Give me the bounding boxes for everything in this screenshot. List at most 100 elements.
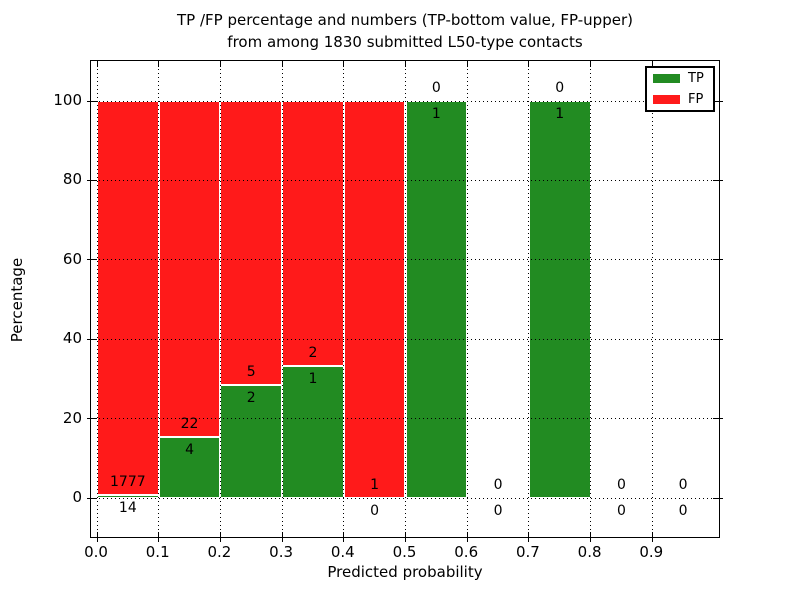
y-tick <box>713 338 723 340</box>
x-tick-label: 0.1 <box>145 543 170 561</box>
x-tick <box>528 61 530 67</box>
y-axis-label: Percentage <box>8 257 26 343</box>
x-tick <box>343 532 345 542</box>
x-tick <box>590 61 592 67</box>
x-tick <box>158 532 160 542</box>
x-tick-label: 0.5 <box>392 543 417 561</box>
fp-count-label: 0 <box>431 80 441 96</box>
tp-count-label: 0 <box>678 503 688 519</box>
x-tick-label: 0.0 <box>84 543 108 561</box>
fp-count-label: 22 <box>180 415 199 432</box>
fp-count-label: 2 <box>308 344 318 361</box>
y-tick-label: 80 <box>62 170 82 189</box>
legend-label-fp: FP <box>688 92 704 107</box>
gridline-vertical <box>405 61 406 537</box>
x-tick <box>405 61 406 67</box>
tp-count-label: 0 <box>493 503 503 519</box>
x-tick <box>651 61 653 67</box>
legend-label-tp: TP <box>688 71 704 86</box>
fp-count-label: 0 <box>678 477 688 493</box>
gridline-vertical <box>651 61 653 537</box>
bar-segment-fp <box>282 101 344 366</box>
x-tick <box>158 61 160 67</box>
x-tick-label: 0.9 <box>639 543 664 561</box>
y-tick <box>713 259 723 261</box>
x-tick <box>528 532 530 542</box>
bar-segment-fp <box>220 101 283 385</box>
y-tick <box>87 497 97 499</box>
y-tick-label: 0 <box>72 488 82 506</box>
y-tick <box>713 179 723 181</box>
y-tick <box>713 100 723 102</box>
legend-swatch-fp-icon <box>653 95 680 104</box>
x-tick <box>96 61 98 67</box>
y-tick <box>87 179 97 181</box>
legend-swatch-tp-icon <box>653 74 680 83</box>
tp-count-label: 0 <box>370 503 380 519</box>
x-tick <box>281 61 283 67</box>
chart-title-line2: from among 1830 submitted L50-type conta… <box>227 33 583 51</box>
legend-entry-fp: FP <box>647 89 713 110</box>
tp-count-label: 4 <box>185 441 195 458</box>
legend-entry-tp: TP <box>647 68 713 89</box>
gridline-vertical <box>590 61 592 537</box>
x-axis-label: Predicted probability <box>327 563 483 581</box>
x-tick <box>466 532 468 542</box>
y-tick <box>87 418 97 420</box>
y-tick <box>87 338 97 340</box>
x-tick <box>219 532 221 542</box>
bar-segment-tp <box>528 101 591 498</box>
y-tick <box>87 100 97 102</box>
tp-count-label: 14 <box>118 499 137 516</box>
plot-area: 1777 14 22 4 5 2 2 1 1 0 0 1 0 0 0 1 0 0 0 0 <box>87 60 723 542</box>
bar-segment-fp <box>343 101 406 498</box>
x-tick <box>405 532 406 542</box>
x-tick <box>651 532 653 542</box>
fp-count-label: 1 <box>370 477 380 493</box>
y-tick-label: 100 <box>53 91 82 109</box>
chart-title-line1: TP /FP percentage and numbers (TP-bottom… <box>177 11 633 29</box>
x-tick-label: 0.6 <box>454 543 479 561</box>
gridline-vertical <box>96 61 98 537</box>
tp-count-label: 1 <box>431 106 441 122</box>
gridline-vertical <box>158 61 160 537</box>
x-tick <box>96 532 98 542</box>
tp-count-label: 1 <box>308 370 318 387</box>
tp-count-label: 1 <box>555 106 565 122</box>
x-tick <box>281 532 283 542</box>
bar-segment-tp <box>220 384 283 498</box>
fp-count-label: 5 <box>246 363 256 380</box>
legend: TP FP <box>645 66 715 112</box>
y-tick <box>713 418 723 420</box>
x-tick-label: 0.7 <box>515 543 540 561</box>
bar-segment-fp <box>158 101 221 437</box>
x-tick <box>343 61 345 67</box>
gridline-vertical <box>528 61 530 537</box>
y-tick <box>713 497 723 499</box>
y-tick <box>87 259 97 261</box>
gridline-vertical <box>343 61 345 537</box>
x-tick <box>219 61 221 67</box>
tp-count-label: 2 <box>246 389 256 406</box>
bar-segment-tp <box>158 436 221 498</box>
x-tick <box>590 532 592 542</box>
fp-count-label: 0 <box>555 80 565 96</box>
gridline-vertical <box>281 61 283 537</box>
fp-count-label: 1777 <box>110 473 146 490</box>
fp-count-label: 0 <box>493 477 503 493</box>
x-tick-label: 0.3 <box>269 543 294 561</box>
x-tick-label: 0.8 <box>577 543 602 561</box>
y-tick-label: 40 <box>62 329 82 348</box>
gridline-vertical <box>219 61 221 537</box>
fp-count-label: 0 <box>616 477 626 493</box>
y-tick-label: 60 <box>62 249 82 268</box>
x-tick <box>466 61 468 67</box>
bar-segment-tp <box>405 101 468 498</box>
bar-segment-fp <box>97 101 159 495</box>
gridline-vertical <box>466 61 468 537</box>
x-tick-label: 0.2 <box>207 543 232 561</box>
x-tick-label: 0.4 <box>330 543 355 561</box>
y-tick-label: 20 <box>62 408 82 427</box>
tp-count-label: 0 <box>616 503 626 519</box>
